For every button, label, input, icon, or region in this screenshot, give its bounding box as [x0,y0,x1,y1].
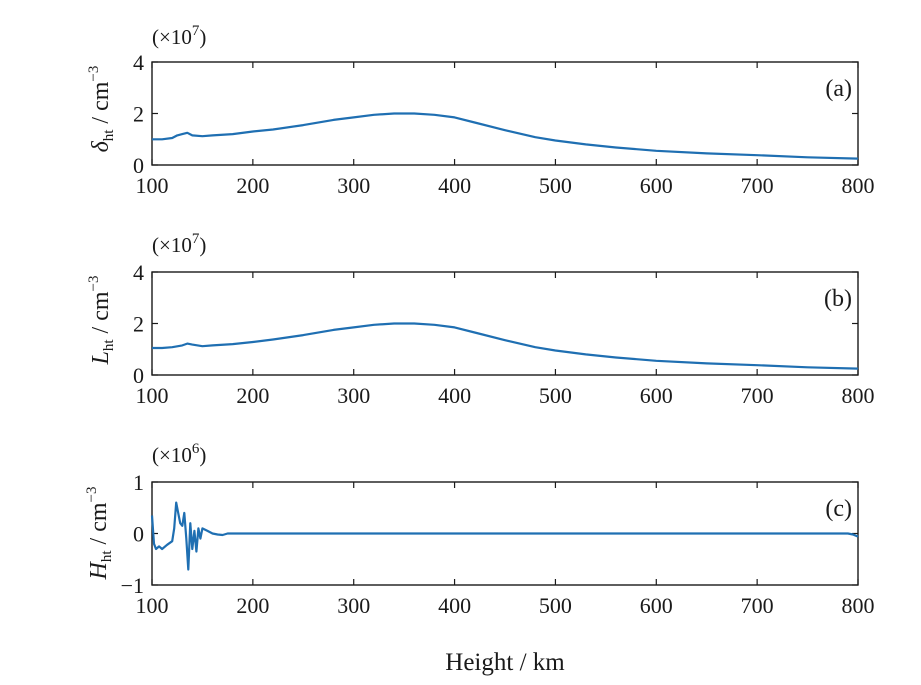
panel-b-ylabel: Lht / cm−3 [86,276,117,366]
panel-b-xtick-label: 400 [438,383,471,408]
panel-a-ytick-label: 0 [133,153,144,178]
panel-a-xtick-label: 300 [337,173,370,198]
panel-c-xtick-label: 400 [438,593,471,618]
panel-a-multiplier: (×107) [152,23,206,49]
panel-c-ytick-label: 1 [133,470,144,495]
panel-c-multiplier: (×106) [152,441,206,467]
panel-a-xtick-label: 200 [236,173,269,198]
panel-a-xtick-label: 100 [136,173,169,198]
panel-b-ytick-label: 0 [133,363,144,388]
panel-c-xtick-label: 200 [236,593,269,618]
panel-a-axes: 100 200 300 400 500 600 700 800 0 2 4 [133,50,875,198]
panel-a-xtick-label: 800 [842,173,875,198]
panel-b-frame [151,271,859,376]
panel-c-ylabel: Hht / cm−3 [84,487,115,581]
panel-b-xtick-label: 200 [236,383,269,408]
panel-b-xtick-label: 100 [136,383,169,408]
panel-b-xtick-label: 600 [640,383,673,408]
x-axis-label: Height / km [445,649,565,676]
panel-a-xtick-label: 700 [741,173,774,198]
panel-c-ytick-label: 0 [133,522,144,547]
panel-a-xtick-label: 500 [539,173,572,198]
panel-c-xtick-label: 300 [337,593,370,618]
panel-b-ytick-label: 4 [133,260,144,285]
panel-b: (×107) Lht / cm−3 100 200 300 400 500 600 700 8… [86,231,875,408]
panel-b-axes: 100 200 300 400 500 600 700 800 0 2 4 [133,260,875,408]
panel-c-xtick-label: 600 [640,593,673,618]
panel-b-series-line [152,322,859,370]
panel-c: (×106) Hht / cm−3 100 200 300 400 500 600 700 8… [84,441,875,676]
panel-c-label: (c) [825,496,852,522]
panel-b-multiplier: (×107) [152,231,206,257]
panel-c-xtick-label: 800 [842,593,875,618]
panel-c-xtick-label: 700 [741,593,774,618]
panel-b-ytick-label: 2 [133,312,144,337]
panel-c-axes: 100 200 300 400 500 600 700 800 −1 0 1 [121,470,875,618]
panel-c-xtick-label: 500 [539,593,572,618]
panel-a-series-line [152,112,859,160]
panel-a-ytick-label: 4 [133,50,144,75]
panel-a-frame [151,61,859,166]
panel-a-ytick-label: 2 [133,102,144,127]
panel-c-xtick-label: 100 [136,593,169,618]
panel-c-ytick-label: −1 [121,573,144,598]
panel-b-label: (b) [824,286,852,312]
panel-c-series-line [150,501,859,571]
panel-b-xtick-label: 500 [539,383,572,408]
panel-a-xtick-label: 600 [640,173,673,198]
panel-b-xtick-label: 300 [337,383,370,408]
panel-a-label: (a) [825,76,852,102]
panel-a: (×107) δht / cm−3 100 200 300 400 500 600 700 8… [86,23,875,198]
panel-b-xtick-label: 700 [741,383,774,408]
panel-a-xtick-label: 400 [438,173,471,198]
panel-b-xtick-label: 800 [842,383,875,408]
panel-a-ylabel: δht / cm−3 [86,66,117,153]
